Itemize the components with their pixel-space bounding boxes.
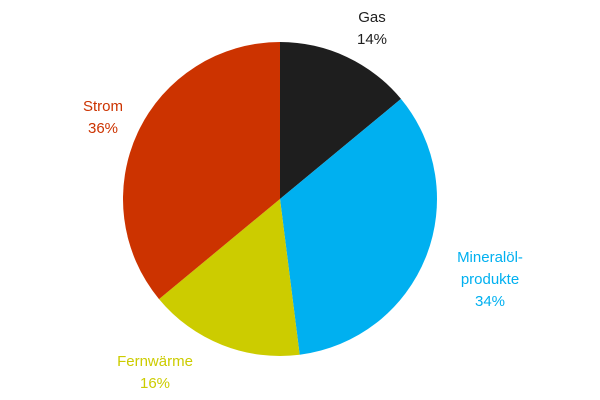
pie-slice	[159, 199, 300, 356]
label-line: produkte	[461, 271, 519, 288]
label-line: Strom	[83, 98, 123, 115]
pie-slice	[280, 42, 401, 199]
slice-label: Mineralöl-produkte	[457, 249, 523, 288]
label-line: Gas	[358, 9, 386, 26]
pie-slice	[123, 42, 280, 300]
slice-label: Gas	[358, 9, 386, 26]
value-label: 16%	[140, 375, 170, 392]
label-line: Fernwärme	[117, 353, 193, 370]
pie-slice	[280, 98, 437, 355]
value-label: 36%	[88, 120, 118, 137]
slice-label: Fernwärme	[117, 353, 193, 370]
value-label: 34%	[475, 293, 505, 310]
value-label: 14%	[357, 31, 387, 48]
slice-label: Strom	[83, 98, 123, 115]
label-line: Mineralöl-	[457, 249, 523, 266]
